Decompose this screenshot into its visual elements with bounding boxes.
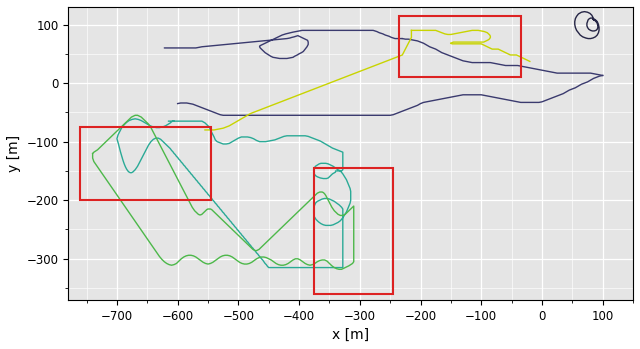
Bar [81, 127, 211, 200]
Bar [399, 16, 521, 77]
Y-axis label: y [m]: y [m] [7, 135, 21, 172]
Bar [314, 168, 393, 294]
X-axis label: x [m]: x [m] [332, 328, 369, 342]
